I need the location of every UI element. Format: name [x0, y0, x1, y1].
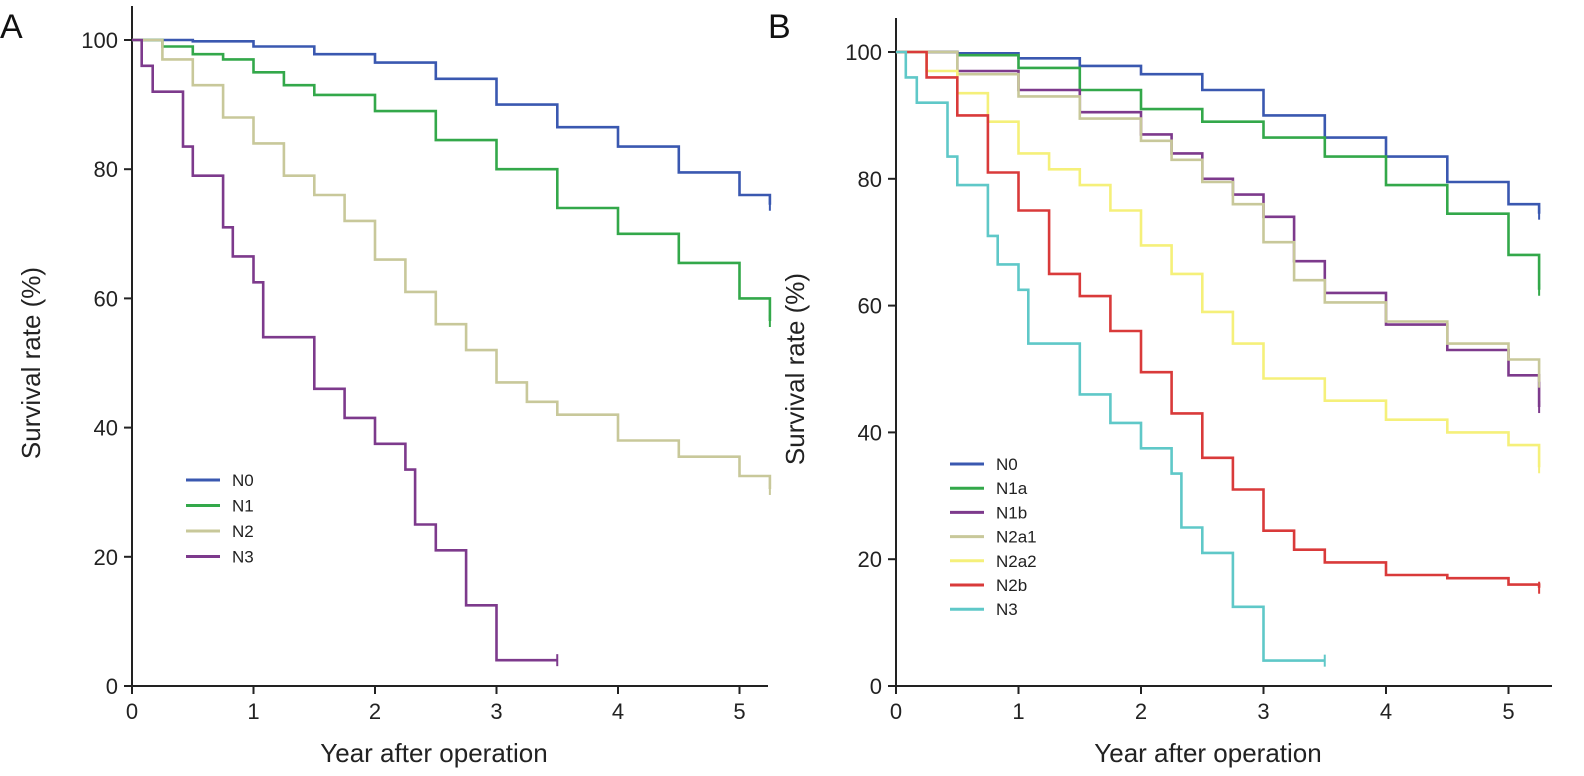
x-tick-label: 5	[1502, 699, 1514, 724]
y-tick-label: 40	[94, 416, 118, 441]
y-tick-label: 20	[858, 547, 882, 572]
legend-label-n2b: N2b	[996, 576, 1027, 595]
y-tick-label: 100	[845, 40, 882, 65]
x-tick-label: 2	[369, 699, 381, 724]
series-line-n0	[896, 50, 1541, 214]
legend-label-n0: N0	[232, 471, 254, 490]
legend-label-n1: N1	[232, 497, 254, 516]
series-line-n2	[132, 38, 772, 489]
x-tick-label: 4	[1380, 699, 1392, 724]
x-tick-label: 1	[247, 699, 259, 724]
y-tick-label: 80	[858, 167, 882, 192]
legend-label-n2a1: N2a1	[996, 528, 1037, 547]
legend-label-n3: N3	[232, 548, 254, 567]
chart-panel-b: B 0 20 40 60 80 100 0 1 2 3 4 5 Year after operation S…	[768, 8, 1552, 768]
panel-label: A	[0, 8, 23, 46]
panel-label: B	[768, 8, 791, 46]
series-line-n2b	[896, 50, 1541, 588]
y-tick-label: 20	[94, 545, 118, 570]
y-tick-label: 40	[858, 420, 882, 445]
chart-panel-a: A 0 20 40 60 80 100 0 1 2 3 4 5 Year after operation S…	[0, 6, 772, 768]
x-tick-label: 3	[490, 699, 502, 724]
x-tick-label: 0	[890, 699, 902, 724]
legend-label-n0: N0	[996, 455, 1018, 474]
legend-label-n1a: N1a	[996, 479, 1028, 498]
x-tick-label: 2	[1135, 699, 1147, 724]
y-tick-label: 100	[81, 28, 118, 53]
y-tick-label: 0	[106, 674, 118, 699]
series-line-n3	[896, 50, 1325, 662]
x-tick-label: 1	[1012, 699, 1024, 724]
y-axis-title: Survival rate (%)	[780, 273, 810, 465]
series-line-n3	[132, 38, 558, 662]
legend-label-n1b: N1b	[996, 503, 1027, 522]
y-tick-label: 80	[94, 157, 118, 182]
y-axis-title: Survival rate (%)	[16, 267, 46, 459]
y-tick-label: 60	[94, 286, 118, 311]
x-axis-title: Year after operation	[1094, 738, 1321, 768]
x-tick-label: 5	[733, 699, 745, 724]
series-line-n2a2	[896, 50, 1541, 468]
x-tick-label: 3	[1257, 699, 1269, 724]
legend-label-n2: N2	[232, 522, 254, 541]
series-line-n1b	[896, 50, 1541, 407]
y-tick-label: 0	[870, 674, 882, 699]
y-tick-label: 60	[858, 294, 882, 319]
series-line-n0	[132, 38, 772, 205]
series-line-n1a	[896, 50, 1541, 290]
x-tick-label: 4	[612, 699, 624, 724]
series-line-n2a1	[896, 50, 1541, 382]
x-tick-label: 0	[126, 699, 138, 724]
legend-label-n3: N3	[996, 600, 1018, 619]
legend-label-n2a2: N2a2	[996, 552, 1037, 571]
x-axis-title: Year after operation	[320, 738, 547, 768]
series-line-n1	[132, 38, 772, 321]
